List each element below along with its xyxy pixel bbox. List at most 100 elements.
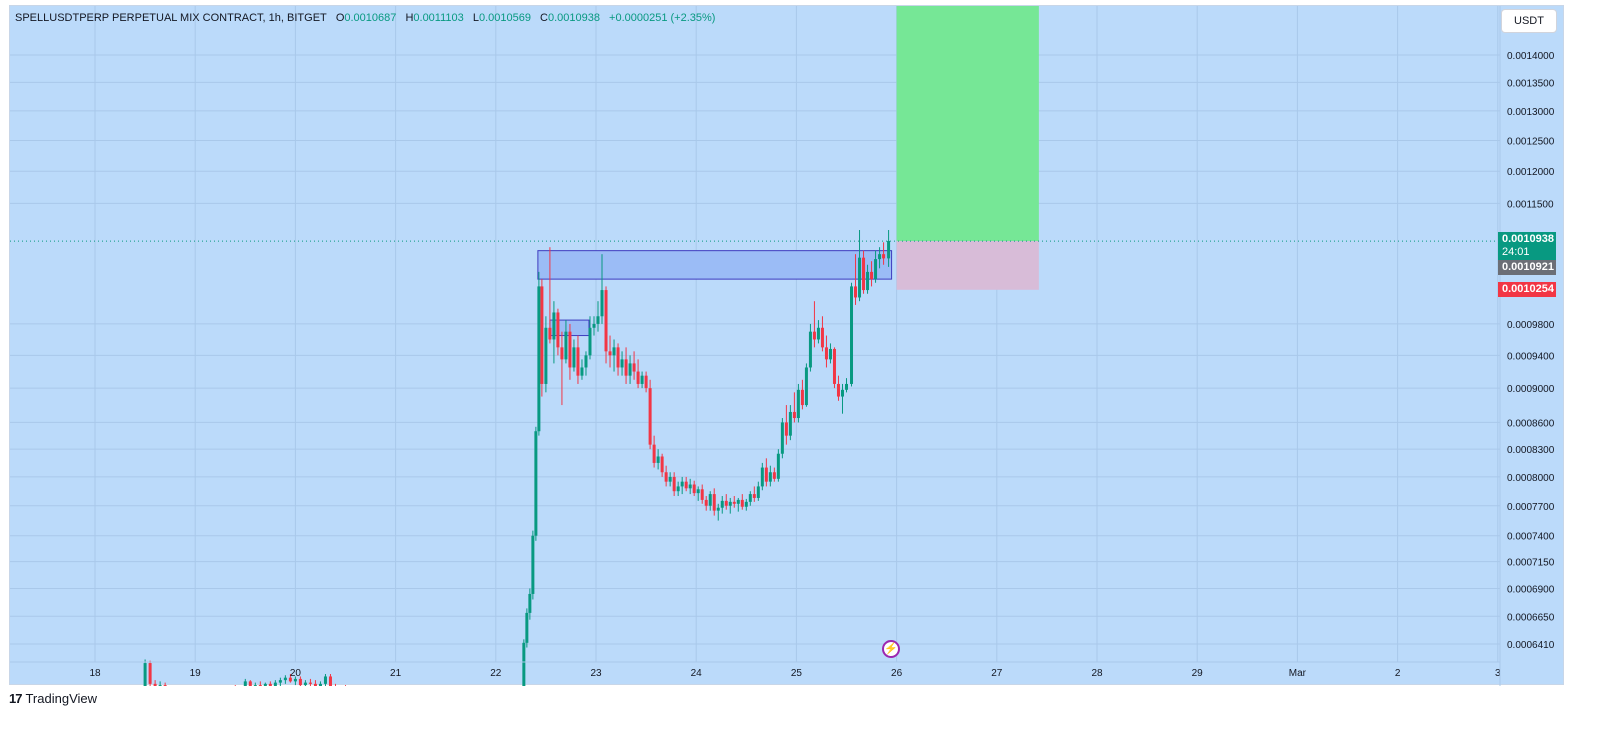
- candle-body: [560, 347, 564, 360]
- candle-body: [564, 331, 568, 360]
- x-tick-label: 19: [190, 668, 202, 679]
- candle: [740, 494, 744, 510]
- symbol-title[interactable]: SPELLUSDTPERP PERPETUAL MIX CONTRACT, 1h…: [15, 12, 327, 24]
- candle-body: [672, 476, 676, 492]
- candle-body: [756, 486, 760, 498]
- candle-body: [584, 355, 588, 368]
- candle-body: [612, 347, 616, 356]
- candle: [700, 484, 704, 504]
- candle: [744, 498, 748, 511]
- candle-body: [676, 486, 680, 492]
- candle-body: [820, 327, 824, 348]
- candle-body: [268, 683, 272, 686]
- candle-body: [772, 472, 776, 479]
- candle: [878, 247, 882, 269]
- candle-body: [800, 389, 804, 406]
- candle: [684, 476, 688, 492]
- candle: [776, 449, 780, 482]
- candle: [560, 331, 564, 406]
- candle: [552, 301, 556, 364]
- y-tick-label: 0.0014000: [1507, 51, 1555, 62]
- candle-body: [704, 499, 708, 506]
- logo-mark: 17: [9, 691, 23, 706]
- y-tick-label: 0.0009000: [1507, 384, 1555, 395]
- low-label: L: [472, 12, 479, 24]
- candle-body: [328, 676, 332, 686]
- candle: [887, 230, 891, 267]
- candle-body: [648, 388, 652, 445]
- candle-body: [540, 286, 544, 384]
- candle-body: [858, 257, 862, 298]
- candle: [608, 335, 612, 368]
- candle: [780, 418, 784, 459]
- candle: [620, 351, 624, 376]
- candle: [748, 491, 752, 506]
- candle-body: [716, 507, 720, 511]
- candle: [624, 347, 628, 384]
- candle: [788, 405, 792, 441]
- candle: [732, 496, 736, 508]
- candle-body: [544, 327, 548, 384]
- candle: [764, 458, 768, 487]
- chart-frame[interactable]: 0.0014000 0.0013500 0.0013000 0.0012500 0.00…: [9, 5, 1565, 686]
- candle: [882, 242, 886, 265]
- candle-body: [588, 327, 592, 356]
- candle-body: [552, 312, 556, 340]
- candle: [303, 680, 307, 686]
- candle-body: [248, 681, 252, 686]
- candle: [234, 685, 236, 686]
- candle: [862, 250, 866, 294]
- candle: [736, 497, 740, 512]
- candle-body: [636, 371, 640, 384]
- symbol-header: SPELLUSDTPERP PERPETUAL MIX CONTRACT, 1h…: [15, 12, 715, 24]
- candle-body: [293, 678, 297, 682]
- candle-body: [556, 312, 560, 348]
- candle: [158, 681, 162, 686]
- candle-body: [148, 663, 152, 684]
- candle: [143, 659, 147, 686]
- open-value: 0.0010687: [344, 12, 397, 24]
- candle: [278, 677, 282, 686]
- candle: [692, 480, 696, 497]
- candle: [816, 320, 820, 344]
- last-price-value: 0.0010938: [1502, 233, 1554, 245]
- grid: [10, 6, 1500, 662]
- candle-body: [632, 363, 636, 372]
- x-tick-label: 20: [290, 668, 302, 679]
- candle: [680, 476, 684, 495]
- x-tick-label: 21: [390, 668, 402, 679]
- tradingview-logo[interactable]: 17 TradingView: [9, 691, 97, 706]
- candle: [870, 261, 874, 287]
- candle-body: [318, 683, 322, 686]
- candle: [568, 323, 572, 380]
- x-tick-label: 29: [1192, 668, 1204, 679]
- candle-body: [278, 680, 282, 683]
- candle: [584, 351, 588, 376]
- candle-body: [792, 411, 796, 419]
- open-label: O: [335, 12, 345, 24]
- candle-body: [143, 663, 147, 686]
- candle-body: [720, 500, 724, 508]
- candle: [273, 680, 277, 686]
- currency-button[interactable]: USDT: [1501, 9, 1557, 33]
- candle: [537, 271, 541, 436]
- candle-body: [776, 453, 780, 479]
- x-tick-label: 22: [490, 668, 502, 679]
- chart-canvas[interactable]: 0.0014000 0.0013500 0.0013000 0.0012500 0.00…: [10, 6, 1565, 686]
- candle-body: [620, 359, 624, 368]
- candle-body: [708, 494, 712, 506]
- candle-body: [534, 431, 538, 536]
- candle-body: [752, 494, 756, 498]
- candle: [840, 383, 844, 414]
- candle: [858, 230, 862, 302]
- candle-body: [243, 681, 247, 686]
- candle-body: [323, 676, 327, 684]
- candle: [752, 486, 756, 502]
- y-tick-label: 0.0012500: [1507, 136, 1555, 147]
- candle: [676, 481, 680, 497]
- low-value: 0.0010569: [478, 12, 531, 24]
- candle-body: [696, 489, 700, 494]
- lightning-icon[interactable]: ⚡: [882, 640, 900, 658]
- candle: [850, 282, 854, 387]
- y-tick-label: 0.0007700: [1507, 502, 1555, 513]
